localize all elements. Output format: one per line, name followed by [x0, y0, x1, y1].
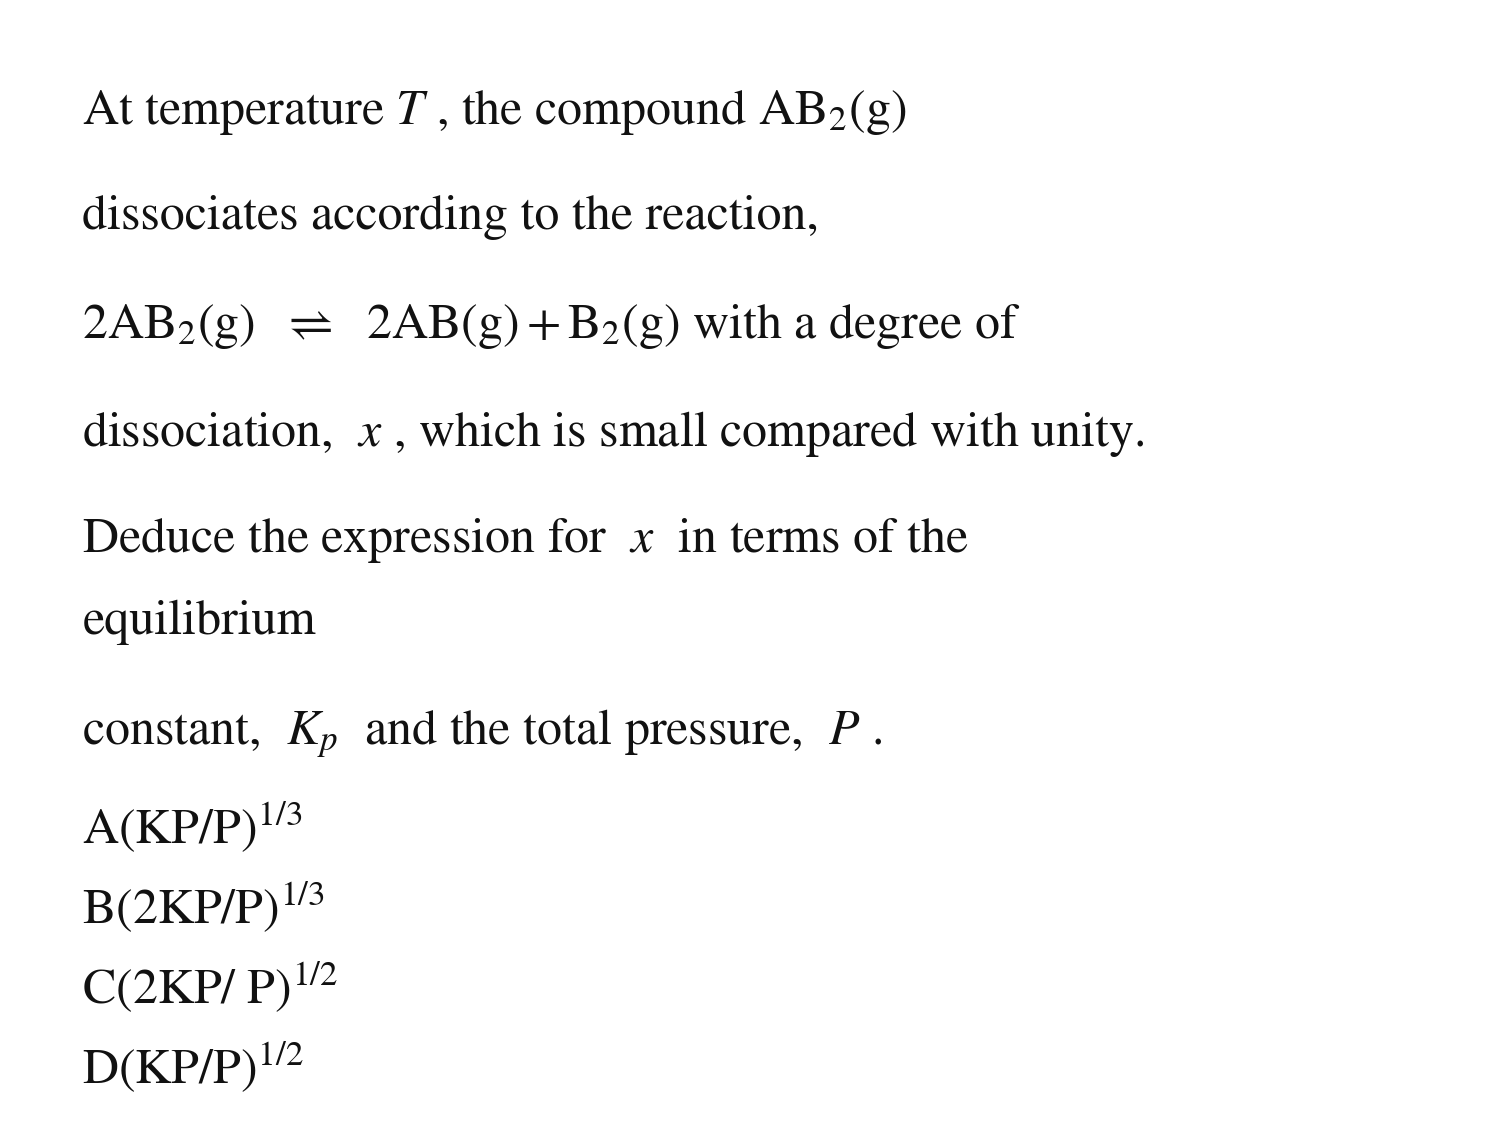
- Text: constant,  $K_p$  and the total pressure,  $P$ .: constant, $K_p$ and the total pressure, …: [82, 708, 882, 760]
- Text: $\mathrm{B(2KP/P)^{1/3}}$: $\mathrm{B(2KP/P)^{1/3}}$: [82, 880, 326, 935]
- Text: Deduce the expression for  $x$  in terms of the: Deduce the expression for $x$ in terms o…: [82, 516, 969, 565]
- Text: equilibrium: equilibrium: [82, 600, 316, 645]
- Text: $\mathrm{2AB_2(g)}$  $\rightleftharpoons$  $\mathrm{2AB(g) + B_2(g)}$ with a deg: $\mathrm{2AB_2(g)}$ $\rightleftharpoons$…: [82, 302, 1022, 351]
- Text: $\mathrm{A(KP/P)^{1/3}}$: $\mathrm{A(KP/P)^{1/3}}$: [82, 800, 303, 856]
- Text: dissociates according to the reaction,: dissociates according to the reaction,: [82, 195, 819, 240]
- Text: At temperature $\mathit{T}$ , the compound $\mathrm{AB_2(g)}$: At temperature $\mathit{T}$ , the compou…: [82, 88, 907, 137]
- Text: $\mathrm{C(2KP/\ P)^{1/2}}$: $\mathrm{C(2KP/\ P)^{1/2}}$: [82, 960, 339, 1015]
- Text: dissociation,  $x$ , which is small compared with unity.: dissociation, $x$ , which is small compa…: [82, 409, 1144, 458]
- Text: $\mathrm{D(KP/P)^{1/2}}$: $\mathrm{D(KP/P)^{1/2}}$: [82, 1040, 304, 1096]
